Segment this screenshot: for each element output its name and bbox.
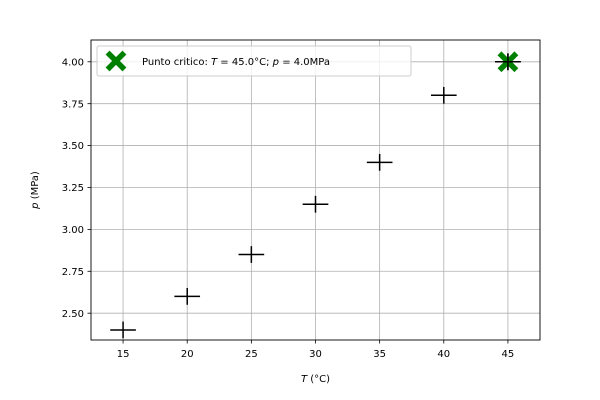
x-tick-label: 35: [373, 349, 386, 360]
x-tick-label: 30: [309, 349, 322, 360]
x-tick-label: 20: [181, 349, 194, 360]
legend: Punto critico: T = 45.0°C; p = 4.0MPa: [96, 45, 412, 77]
data-point-overlay: [495, 53, 521, 71]
y-tick-label: 2.50: [62, 309, 84, 320]
legend-label-p-var: p: [272, 57, 279, 68]
y-tick-label: 3.00: [62, 225, 84, 236]
legend-marker-x-icon: [105, 50, 127, 72]
data-point: [430, 86, 457, 104]
y-tick-label: 2.75: [62, 267, 84, 278]
data-point: [110, 321, 136, 339]
critical-point-series: [495, 51, 521, 73]
x-axis-label-var: T: [301, 374, 308, 385]
plot-frame: [90, 39, 541, 341]
y-ticks: 2.50 2.75 3.00 3.25 3.50 3.75 4.00: [62, 57, 91, 320]
x-tick-label: 25: [245, 349, 258, 360]
legend-label-p-value: = 4.0MPa: [279, 57, 330, 68]
y-axis-label: p (MPa): [30, 171, 41, 210]
x-ticks: 15 20 25 30 35 40 45: [117, 340, 515, 360]
y-axis-label-var: p: [30, 202, 41, 209]
grid: [91, 40, 540, 340]
x-tick-label: 15: [117, 349, 130, 360]
legend-label-t-value: = 45.0°C;: [217, 57, 273, 68]
legend-x-icon: [105, 50, 127, 72]
legend-label-prefix: Punto critico:: [142, 57, 211, 68]
y-tick-label: 4.00: [62, 57, 84, 68]
legend-label-t-var: T: [211, 57, 218, 68]
legend-label: Punto critico: T = 45.0°C; p = 4.0MPa: [142, 57, 330, 68]
y-tick-label: 3.25: [62, 183, 84, 194]
y-axis-label-unit: (MPa): [30, 171, 41, 202]
data-point: [174, 288, 201, 305]
x-tick-label: 40: [437, 349, 450, 360]
x-axis-label: T (°C): [301, 374, 330, 385]
x-axis-label-unit: (°C): [307, 374, 330, 385]
legend-box: [96, 45, 412, 77]
data-point: [238, 246, 265, 263]
y-tick-label: 3.50: [62, 141, 84, 152]
data-point: [366, 153, 393, 171]
data-point: [302, 195, 329, 213]
x-tick-label: 45: [502, 349, 515, 360]
y-tick-label: 3.75: [62, 99, 84, 110]
